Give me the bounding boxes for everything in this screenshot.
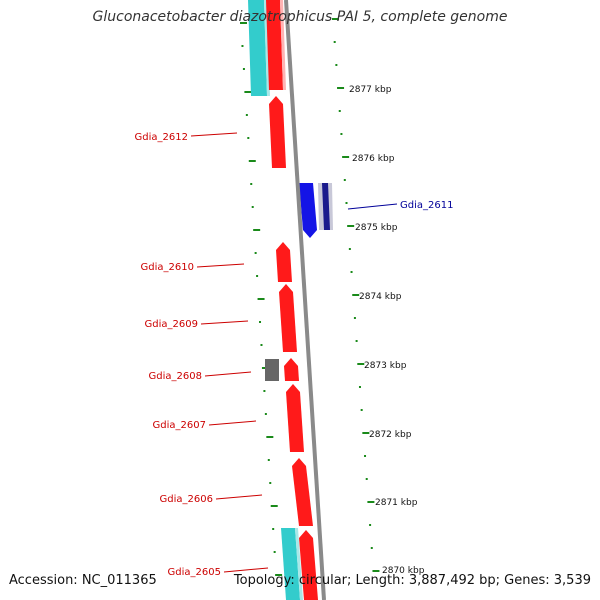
gene-arrow-gdia-2611-c	[322, 183, 330, 230]
gene-arrow-gdia-2608	[284, 358, 299, 381]
map-title: Gluconacetobacter diazotrophicus PAI 5, …	[92, 9, 508, 25]
gene-label-gdia-2605[interactable]: Gdia_2605	[168, 567, 221, 578]
gene-label-gdia-2612[interactable]: Gdia_2612	[135, 132, 188, 143]
reverse-genes	[299, 183, 333, 238]
outer-tick-ring	[332, 18, 380, 572]
topology-text: Topology: circular; Length: 3,887,492 bp…	[233, 573, 591, 588]
scale-tick-label: 2877 kbp	[349, 85, 392, 95]
leader-line-gdia-2607	[208, 420, 257, 426]
gene-arrow-gdia-2605	[299, 530, 318, 600]
gene-arrow-gdia-2611-a	[299, 183, 317, 238]
gene-arrow-gdia-2607	[286, 384, 304, 452]
gene-label-gdia-2609[interactable]: Gdia_2609	[145, 319, 198, 330]
pseudo-gene-gdia-2608	[265, 359, 279, 381]
gene-label-gdia-2606[interactable]: Gdia_2606	[160, 494, 213, 505]
genome-backbone	[284, 0, 326, 600]
accession-text: Accession: NC_011365	[9, 573, 157, 588]
scale-tick-label: 2873 kbp	[364, 361, 407, 371]
inner-tick-ring	[240, 22, 283, 576]
gene-arrow-top-shade	[280, 0, 286, 90]
leader-line-gdia-2605	[223, 567, 269, 573]
scale-labels: 2877 kbp 2876 kbp 2875 kbp 2874 kbp 2873…	[349, 85, 425, 576]
forward-genes	[266, 0, 318, 600]
rna-feature-bottom	[281, 528, 300, 600]
gene-label-gdia-2611[interactable]: Gdia_2611	[400, 200, 453, 211]
scale-tick-label: 2870 kbp	[382, 566, 425, 576]
gene-label-gdia-2607[interactable]: Gdia_2607	[153, 420, 206, 431]
rna-features	[248, 0, 303, 600]
gene-arrow-gdia-2606	[292, 458, 313, 526]
leader-line-gdia-2608	[204, 371, 252, 377]
gene-arrow-top	[266, 0, 283, 90]
leader-line-gdia-2612	[190, 132, 238, 137]
gene-arrow-gdia-2609	[279, 284, 297, 352]
gene-arrow-gdia-2612	[269, 96, 286, 168]
leader-line-gdia-2610	[196, 263, 245, 268]
scale-tick-label: 2876 kbp	[352, 154, 395, 164]
leader-line-gdia-2611	[347, 203, 398, 210]
rna-feature-top	[248, 0, 267, 96]
scale-tick-label: 2871 kbp	[375, 498, 418, 508]
leader-line-gdia-2606	[215, 494, 263, 500]
scale-tick-label: 2872 kbp	[369, 430, 412, 440]
gene-labels: Gdia_2612 Gdia_2611 Gdia_2610 Gdia_2609 …	[135, 132, 454, 578]
gene-label-gdia-2610[interactable]: Gdia_2610	[141, 262, 194, 273]
gene-label-gdia-2608[interactable]: Gdia_2608	[149, 371, 202, 382]
leader-line-gdia-2609	[200, 320, 249, 325]
rna-feature-bottom-shade	[295, 528, 303, 600]
scale-tick-label: 2875 kbp	[355, 223, 398, 233]
scale-tick-label: 2874 kbp	[359, 292, 402, 302]
gene-arrow-gdia-2610	[276, 242, 292, 282]
